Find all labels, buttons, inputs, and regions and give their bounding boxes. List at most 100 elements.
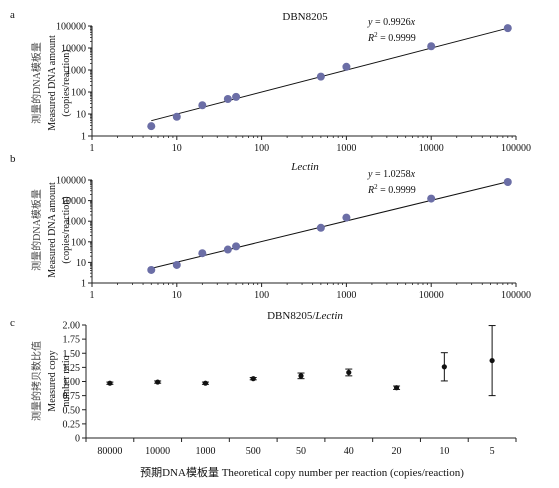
- panel-b-x-tick-label: 100: [254, 290, 269, 301]
- panel-a-eq-x-var: x: [410, 17, 416, 28]
- panel-b-y-tick-label: 100: [71, 237, 86, 248]
- panel-a-y-tick-label: 10: [76, 110, 86, 121]
- panel-b-y-tick-label: 1: [81, 279, 86, 290]
- panel-c-ylabel: 测量的拷贝数比值 Measured copy number ratio: [30, 341, 72, 421]
- panel-c-y-tick-label: 1.50: [63, 349, 81, 360]
- panel-a-data-point: [147, 122, 156, 131]
- panel-c-data-point: [250, 376, 256, 382]
- panel-c-x-tick-label: 5: [490, 446, 495, 457]
- panel-b-data-point: [427, 194, 436, 203]
- panel-c-y-tick-label: 0.25: [63, 419, 81, 430]
- panel-b-title: Lectin: [290, 161, 319, 173]
- panel-a-y-tick-label: 1000: [66, 66, 86, 77]
- panel-c-title: DBN8205/Lectin: [267, 310, 343, 322]
- panel-c-data-point: [489, 357, 495, 364]
- panel-b-eq-r2-value: = 0.9999: [378, 185, 416, 196]
- panel-c-y-tick-label: 1.75: [63, 335, 81, 346]
- panel-c-x-tick-label: 80000: [97, 446, 122, 457]
- panel-c-data-point: [107, 380, 113, 386]
- panel-c-y-tick-label: 2.00: [63, 321, 81, 332]
- panel-a-data-point: [198, 101, 207, 110]
- panel-b-x-tick-label: 100000: [501, 290, 531, 301]
- panel-a-eq-slope: = 0.9926: [372, 17, 410, 28]
- panel-b-equation-r2: R2 = 0.9999: [367, 183, 416, 196]
- panel-a-ylabel-unit: (copies/reaction): [61, 49, 72, 116]
- panel-a-ylabel-cn: 测量的DNA模板量: [30, 42, 43, 124]
- panel-c-x-tick-label: 50: [296, 446, 306, 457]
- panel-b-x-tick-label: 1: [90, 290, 95, 301]
- panel-a-data-point: [427, 42, 436, 51]
- panel-c-x-tick-label: 20: [392, 446, 402, 457]
- panel-b-equation-y: y = 1.0258x: [367, 169, 416, 180]
- panel-c-letter: c: [10, 317, 15, 329]
- panel-a-title: DBN8205: [282, 11, 328, 23]
- panel-b-ylabel-en: Measured DNA amount: [47, 182, 58, 278]
- panel-a-eq-r-var: R: [367, 33, 374, 44]
- panel-c-y-tick-label: 0: [75, 434, 80, 445]
- panel-c-data-point: [346, 369, 352, 376]
- panel-a-x-tick-label: 10000: [419, 143, 444, 154]
- panel-b-eq-y-var: y: [367, 169, 373, 180]
- panel-a-x-tick-label: 100000: [501, 143, 531, 154]
- panel-c-y-tick-label: 1.00: [63, 377, 81, 388]
- panel-a-y-tick-label: 10000: [61, 44, 86, 55]
- panel-a-y-tick-label: 1: [81, 132, 86, 143]
- panel-b-eq-slope: = 1.0258: [372, 169, 410, 180]
- panel-a-equation: y = 0.9926x R2 = 0.9999: [367, 17, 416, 44]
- panel-c-x-tick-label: 10: [439, 446, 449, 457]
- panel-a-data-point: [503, 24, 512, 33]
- panel-b-y-tick-label: 10000: [61, 196, 86, 207]
- panel-b-y-tick-label: 100000: [56, 176, 86, 187]
- panel-b-letter: b: [10, 153, 16, 165]
- panel-a-eq-r-exp: 2: [374, 31, 378, 39]
- panel-c-data-point: [202, 380, 209, 386]
- panel-c-ylabel-en: Measured copy: [47, 350, 58, 411]
- panel-a-x-tick-label: 1000: [336, 143, 356, 154]
- panel-a-x-tick-label: 10: [172, 143, 182, 154]
- panel-a-data-point: [172, 112, 181, 121]
- panel-b-fit-line: [151, 181, 508, 269]
- panel-c-x-tick-label: 40: [344, 446, 354, 457]
- panel-a-data-point: [316, 72, 325, 81]
- panel-a-scatter-chart: a DBN8205 测量的DNA模板量 Measured DNA amount …: [10, 9, 531, 154]
- panel-a-x-tick-label: 100: [254, 143, 269, 154]
- panel-a-data-point: [223, 95, 232, 104]
- panel-b-data-point: [232, 242, 241, 251]
- panel-c-ratio-chart: c DBN8205/Lectin 测量的拷贝数比值 Measured copy …: [10, 310, 517, 479]
- panel-c-ylabel-cn: 测量的拷贝数比值: [30, 341, 43, 421]
- panel-b-x-tick-label: 10000: [419, 290, 444, 301]
- panel-b-ylabel-cn: 测量的DNA模板量: [30, 189, 43, 271]
- panel-a-ylabel-en: Measured DNA amount: [47, 35, 58, 131]
- panel-b-data-point: [342, 213, 351, 222]
- panel-b-equation: y = 1.0258x R2 = 0.9999: [367, 169, 416, 196]
- panel-b-y-tick-label: 1000: [66, 217, 86, 228]
- panel-a-letter: a: [10, 9, 15, 21]
- panel-c-xlabel: 预期DNA模板量 Theoretical copy number per rea…: [140, 465, 464, 479]
- panel-b-eq-r-var: R: [367, 185, 374, 196]
- panel-b-eq-r-exp: 2: [374, 183, 378, 191]
- panel-b-data-point: [147, 265, 156, 274]
- panel-b-y-tick-label: 10: [76, 258, 86, 269]
- panel-c-y-tick-label: 0.75: [63, 391, 81, 402]
- panel-a-eq-r2-value: = 0.9999: [378, 33, 416, 44]
- panel-b-x-tick-label: 10: [172, 290, 182, 301]
- panel-c-title-prefix: DBN8205/: [267, 310, 316, 322]
- panel-b-ylabel: 测量的DNA模板量 Measured DNA amount (copies/re…: [30, 182, 72, 278]
- panel-b-data-point: [198, 249, 207, 258]
- panel-a-eq-y-var: y: [367, 17, 373, 28]
- panel-b-data-point: [503, 177, 512, 186]
- panel-c-data-point: [298, 373, 304, 379]
- panel-a-data-point: [342, 62, 351, 71]
- panel-a-y-tick-label: 100: [71, 88, 86, 99]
- panel-c-data-point: [393, 385, 400, 391]
- panel-b-ylabel-unit: (copies/reaction): [61, 196, 72, 263]
- panel-c-x-tick-label: 1000: [195, 446, 215, 457]
- panel-c-x-tick-label: 500: [246, 446, 261, 457]
- panel-a-equation-r2: R2 = 0.9999: [367, 31, 416, 44]
- panel-c-ylabel-unit: number ratio: [61, 355, 72, 406]
- panel-a-data-point: [232, 92, 241, 101]
- panel-c-title-italic: Lectin: [314, 310, 343, 322]
- panel-c-y-tick-label: 1.25: [63, 363, 81, 374]
- panel-b-data-point: [172, 260, 181, 269]
